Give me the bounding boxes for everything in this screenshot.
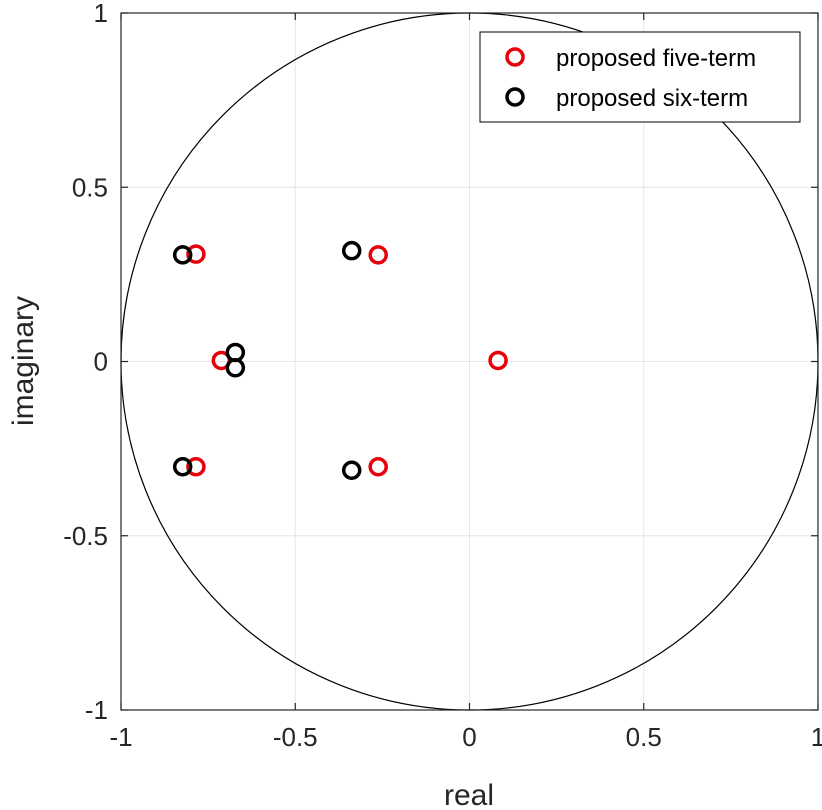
- five-term-point: [368, 245, 388, 265]
- y-tick-label: 1: [94, 0, 108, 28]
- five-term-point: [488, 350, 508, 371]
- y-tick-label: -0.5: [63, 521, 108, 551]
- legend-marker-five-term: [505, 47, 525, 67]
- legend-label-six-term: proposed six-term: [556, 85, 748, 112]
- legend: proposed five-term proposed six-term: [479, 31, 801, 123]
- five-term-point: [186, 456, 206, 477]
- y-tick-label: 0.5: [72, 172, 108, 202]
- x-tick-label: -0.5: [273, 722, 318, 752]
- y-axis-label: imaginary: [7, 296, 40, 426]
- legend-box: [479, 31, 801, 123]
- six-term-point: [172, 456, 193, 477]
- six-term-point: [225, 358, 246, 378]
- y-tick-label: 0: [94, 347, 108, 377]
- five-term-point: [186, 244, 206, 264]
- data-points: [172, 240, 508, 480]
- six-term-point: [172, 245, 193, 265]
- six-term-point: [341, 460, 362, 480]
- y-tick-label: -1: [85, 695, 108, 725]
- grid: [121, 13, 818, 710]
- legend-marker-six-term: [505, 87, 525, 107]
- x-tick-label: 1: [811, 722, 822, 752]
- x-axis-label: real: [444, 779, 494, 810]
- five-term-point: [368, 456, 388, 477]
- x-tick-label: 0: [462, 722, 476, 752]
- ticks: -1 -0.5 0 0.5 1 -1 -0.5 0 0.5 1: [63, 0, 822, 752]
- six-term-point: [341, 240, 362, 261]
- x-tick-label: -1: [109, 722, 132, 752]
- legend-label-five-term: proposed five-term: [556, 45, 756, 72]
- x-tick-label: 0.5: [626, 722, 662, 752]
